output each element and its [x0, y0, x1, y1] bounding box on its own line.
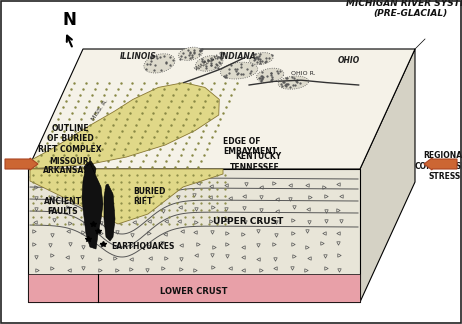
Polygon shape [220, 62, 258, 79]
Text: BURIED
RIFT: BURIED RIFT [133, 187, 165, 206]
Polygon shape [82, 163, 103, 249]
Text: MISS. R.: MISS. R. [91, 98, 109, 122]
Text: OHIO R.: OHIO R. [291, 71, 316, 76]
Text: REGIONAL
COMPRESSIVE
STRESS: REGIONAL COMPRESSIVE STRESS [414, 151, 462, 181]
Polygon shape [30, 169, 223, 224]
Text: MISSOURI: MISSOURI [49, 157, 91, 166]
Text: ILLINOIS: ILLINOIS [120, 52, 157, 61]
Text: UPPER CRUST: UPPER CRUST [213, 217, 283, 226]
Polygon shape [278, 76, 309, 89]
Text: MICHIGAN RIVER SYSTEM
(PRE-GLACIAL): MICHIGAN RIVER SYSTEM (PRE-GLACIAL) [346, 0, 462, 18]
Polygon shape [249, 52, 273, 64]
Polygon shape [178, 47, 202, 60]
Text: EDGE OF
EMBAYMENT: EDGE OF EMBAYMENT [223, 137, 277, 156]
Text: OUTLINE
OF BURIED
RIFT COMPLEX: OUTLINE OF BURIED RIFT COMPLEX [38, 124, 102, 154]
Text: KENTUCKY: KENTUCKY [235, 152, 281, 161]
Text: EARTHQUAKES: EARTHQUAKES [111, 242, 175, 251]
Polygon shape [28, 83, 219, 169]
Text: ANCIENT
FAULTS: ANCIENT FAULTS [44, 197, 82, 216]
Text: OHIO: OHIO [338, 56, 360, 65]
Polygon shape [84, 161, 96, 181]
Polygon shape [28, 274, 360, 302]
Text: ARKANSAS: ARKANSAS [43, 166, 89, 175]
FancyArrow shape [5, 158, 38, 170]
Polygon shape [28, 169, 360, 302]
FancyArrow shape [424, 158, 457, 170]
Polygon shape [195, 56, 223, 71]
Polygon shape [144, 54, 175, 73]
Polygon shape [360, 49, 415, 302]
Text: LOWER CRUST: LOWER CRUST [160, 287, 228, 296]
Polygon shape [256, 68, 284, 83]
Polygon shape [104, 184, 115, 241]
Text: TENNESSEE: TENNESSEE [230, 163, 280, 172]
Polygon shape [28, 49, 415, 169]
Text: WABASH R.: WABASH R. [195, 50, 227, 72]
Text: INDIANA: INDIANA [219, 52, 256, 61]
Text: N: N [62, 11, 76, 29]
